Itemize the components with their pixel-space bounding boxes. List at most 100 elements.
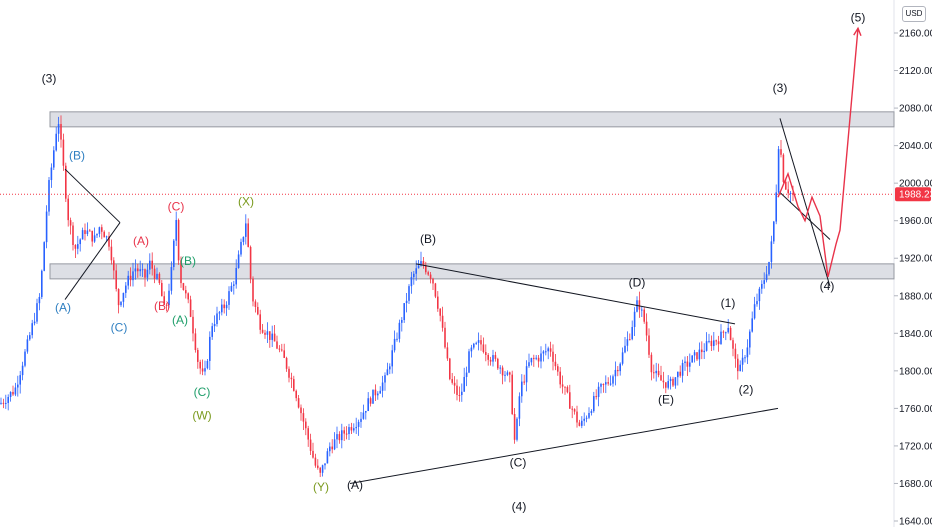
trend-line-2 <box>64 168 121 223</box>
candle-body <box>446 347 449 359</box>
candle-body <box>633 311 636 327</box>
candle-body <box>45 211 48 243</box>
candle-body <box>557 366 559 372</box>
candle-body <box>144 269 146 278</box>
candle-body <box>252 278 254 302</box>
candle-body <box>259 314 261 330</box>
candle-body <box>266 331 269 335</box>
candle-body <box>353 428 355 431</box>
candle-body <box>201 368 204 372</box>
wave-labels: (3)(B)(A)(C)(C)(A)(B)(B)(A)(C)(W)(X)(Y)(… <box>42 11 866 514</box>
candle-body <box>722 331 725 333</box>
candle-body <box>53 150 55 168</box>
candle-body <box>489 359 492 362</box>
candle-body <box>429 274 432 279</box>
candle-body <box>528 362 530 367</box>
candle-body <box>648 335 650 355</box>
candle-body <box>480 340 482 345</box>
candle-body <box>717 341 720 345</box>
candle-body <box>545 351 547 353</box>
candle-body <box>746 347 749 358</box>
candle-body <box>549 348 552 352</box>
candle-body <box>785 181 787 190</box>
wave-label: (C) <box>168 199 185 213</box>
wave-label: (E) <box>658 393 674 407</box>
resistance-zones <box>49 111 895 280</box>
candle-body <box>674 377 677 386</box>
candle-body <box>189 299 192 317</box>
candle-body <box>218 312 221 314</box>
tick-label: 1640.00 <box>899 517 932 527</box>
candle-body <box>758 288 761 302</box>
candle-body <box>57 124 60 134</box>
candle-body <box>773 221 775 242</box>
candle-body <box>125 285 127 293</box>
tick-label: 2040.00 <box>899 141 932 152</box>
candle-body <box>777 149 780 193</box>
candle-body <box>763 280 765 284</box>
candle-body <box>681 363 684 376</box>
candle-body <box>350 427 353 431</box>
wave-label: (B) <box>154 299 170 313</box>
wave-label: (Y) <box>313 480 329 494</box>
candle-body <box>185 290 187 294</box>
candle-body <box>506 372 509 375</box>
candle-body <box>105 236 108 238</box>
candle-body <box>31 323 33 336</box>
candle-body <box>305 421 307 429</box>
trend-line-4 <box>779 118 831 287</box>
candle-body <box>9 391 12 398</box>
candle-body <box>708 340 710 342</box>
wave-label: (B) <box>69 149 85 163</box>
wave-label: (3) <box>773 81 788 95</box>
candle-body <box>583 418 585 421</box>
candle-body <box>67 198 69 221</box>
candle-body <box>643 309 645 322</box>
candle-body <box>187 293 189 300</box>
candle-body <box>720 331 722 345</box>
candle-body <box>710 340 713 347</box>
candle-body <box>590 411 593 414</box>
candle-body <box>120 301 122 306</box>
candle-body <box>597 386 600 398</box>
candle-body <box>240 241 242 255</box>
candle-body <box>477 340 480 343</box>
candle-body <box>614 369 617 377</box>
candle-body <box>264 332 266 335</box>
tick-label: 2160.00 <box>899 29 932 40</box>
candle-body <box>139 269 141 272</box>
candle-body <box>127 275 129 286</box>
wave-label: (A) <box>347 478 363 492</box>
currency-button[interactable]: USD <box>902 6 926 22</box>
candle-body <box>552 351 554 362</box>
candle-body <box>21 365 24 376</box>
candle-body <box>173 240 175 268</box>
candle-body <box>530 357 533 363</box>
candle-body <box>542 351 545 354</box>
candle-body <box>341 430 343 441</box>
candle-body <box>206 360 209 369</box>
candle-body <box>518 396 521 419</box>
candle-body <box>403 303 405 320</box>
candle-body <box>41 270 43 297</box>
candle-body <box>729 327 732 341</box>
candle-body <box>276 341 278 349</box>
candle-body <box>153 268 156 279</box>
candle-body <box>564 386 566 388</box>
candle-body <box>96 233 98 236</box>
candle-body <box>684 361 686 364</box>
candle-body <box>360 418 362 422</box>
tick-label: 1720.00 <box>899 441 932 452</box>
candle-body <box>463 376 465 392</box>
candle-body <box>741 357 744 365</box>
candle-body <box>113 260 115 271</box>
candle-body <box>509 372 511 375</box>
candle-body <box>789 192 792 194</box>
candle-body <box>132 271 134 281</box>
candle-body <box>115 270 117 289</box>
projection-zigzag <box>777 28 859 278</box>
tick-label: 1960.00 <box>899 216 932 227</box>
candle-body <box>569 392 571 409</box>
candle-body <box>257 306 259 315</box>
